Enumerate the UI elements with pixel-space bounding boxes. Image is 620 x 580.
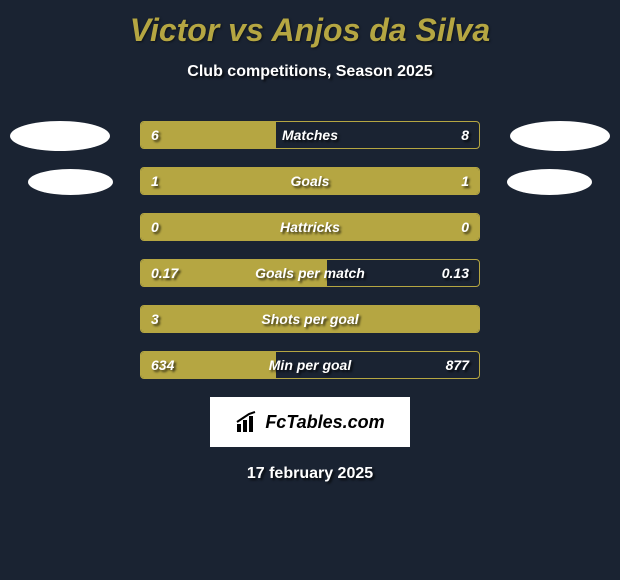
bar-value-right: 877 bbox=[446, 357, 469, 373]
chart-icon bbox=[235, 410, 259, 434]
stat-bar: 6 Matches 8 bbox=[140, 121, 480, 149]
bar-label: Min per goal bbox=[269, 357, 351, 373]
bar-value-right: 0 bbox=[461, 219, 469, 235]
bar-right-fill bbox=[310, 168, 479, 194]
date-text: 17 february 2025 bbox=[0, 465, 620, 483]
logo-box[interactable]: FcTables.com bbox=[210, 397, 410, 447]
bar-label: Goals per match bbox=[255, 265, 365, 281]
bar-label: Hattricks bbox=[280, 219, 340, 235]
bar-label: Goals bbox=[291, 173, 330, 189]
bar-label: Matches bbox=[282, 127, 338, 143]
player-photo-placeholder-right-top bbox=[510, 121, 610, 151]
chart-area: 6 Matches 8 1 Goals 1 0 Hattricks 0 0.17 Goals per… bbox=[0, 121, 620, 379]
player-photo-placeholder-left-top bbox=[10, 121, 110, 151]
bar-value-left: 6 bbox=[151, 127, 159, 143]
stat-bar: 0 Hattricks 0 bbox=[140, 213, 480, 241]
page-title: Victor vs Anjos da Silva bbox=[0, 0, 620, 49]
player-photo-placeholder-left-bottom bbox=[28, 169, 113, 195]
bar-value-right: 8 bbox=[461, 127, 469, 143]
bar-left-fill bbox=[141, 122, 276, 148]
player-photo-placeholder-right-bottom bbox=[507, 169, 592, 195]
bar-value-left: 3 bbox=[151, 311, 159, 327]
subtitle: Club competitions, Season 2025 bbox=[0, 63, 620, 81]
stat-bar: 634 Min per goal 877 bbox=[140, 351, 480, 379]
stat-bar: 1 Goals 1 bbox=[140, 167, 480, 195]
bar-value-right: 1 bbox=[461, 173, 469, 189]
bar-value-left: 0 bbox=[151, 219, 159, 235]
stat-bar: 3 Shots per goal bbox=[140, 305, 480, 333]
bar-label: Shots per goal bbox=[261, 311, 358, 327]
bar-value-left: 1 bbox=[151, 173, 159, 189]
logo-text: FcTables.com bbox=[265, 412, 384, 433]
bar-value-left: 634 bbox=[151, 357, 174, 373]
bars-container: 6 Matches 8 1 Goals 1 0 Hattricks 0 0.17 Goals per… bbox=[140, 121, 480, 379]
bar-value-left: 0.17 bbox=[151, 265, 178, 281]
stat-bar: 0.17 Goals per match 0.13 bbox=[140, 259, 480, 287]
bar-left-fill bbox=[141, 168, 310, 194]
bar-value-right: 0.13 bbox=[442, 265, 469, 281]
